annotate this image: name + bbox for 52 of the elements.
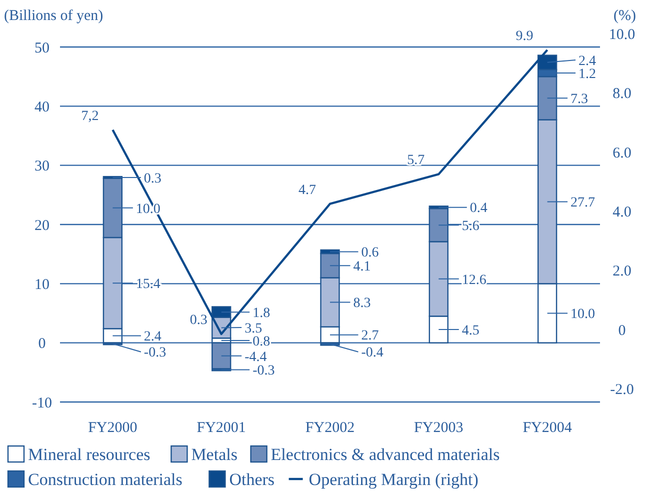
data-label: 5.7	[407, 153, 425, 168]
data-label: 2.4	[578, 54, 596, 69]
y2-tick-label: 2.0	[612, 264, 632, 280]
data-label: -0.3	[252, 364, 275, 379]
data-label: -4.4	[244, 350, 267, 365]
x-tick-label: FY2003	[414, 420, 464, 436]
legend-label: Mineral resources	[28, 444, 150, 464]
y-tick-label: 20	[34, 218, 50, 234]
data-label: 0.3	[144, 171, 162, 186]
bar	[212, 342, 232, 370]
y-tick-label: 30	[34, 158, 50, 175]
x-tick-label: FY2001	[196, 420, 246, 436]
data-label: 0.6	[361, 246, 379, 261]
legend-label: Metals	[191, 444, 238, 464]
data-label: 1.8	[252, 306, 270, 321]
legend-label: Operating Margin (right)	[308, 470, 478, 489]
y-tick-label: 40	[34, 99, 50, 116]
y2-axis-title: (%)	[614, 8, 636, 24]
data-label: -0.4	[361, 346, 384, 361]
y2-tick-label: 8.0	[612, 86, 632, 102]
y-tick-label: 10	[34, 276, 50, 293]
legend-label: Electronics & advanced materials	[270, 444, 500, 464]
data-label: 2.7	[361, 328, 379, 344]
y-axis-title: (Billions of yen)	[4, 8, 104, 24]
data-label: 2.4	[144, 330, 162, 345]
data-label: 3.5	[244, 321, 262, 336]
data-label: 27.7	[570, 196, 596, 211]
y2-tick-label: 10.0	[608, 27, 636, 43]
data-label: 1.2	[578, 66, 596, 82]
legend-label: Construction materials	[28, 470, 182, 489]
y-tick-label: -10	[32, 395, 52, 412]
x-tick-label: FY2004	[522, 420, 572, 436]
data-label: 8.3	[353, 296, 371, 312]
y2-tick-label: 6.0	[612, 145, 632, 162]
y-tick-label: 0	[38, 336, 46, 352]
data-label: 0.3	[190, 312, 208, 328]
data-label: 9.9	[516, 28, 534, 44]
y2-tick-label: 0	[618, 322, 626, 339]
y-tick-label: 50	[34, 40, 50, 56]
data-label: 4.7	[298, 182, 316, 198]
data-label: 4.5	[462, 323, 480, 338]
y2-tick-label: -2.0	[610, 382, 634, 398]
x-tick-label: FY2002	[305, 420, 355, 436]
y2-tick-label: 4.0	[612, 204, 632, 220]
data-label: 4.1	[353, 260, 371, 275]
data-label: 7.3	[570, 92, 588, 108]
legend-label: Others	[229, 470, 275, 489]
x-tick-label: FY2000	[88, 420, 138, 436]
data-label: -0.3	[144, 346, 166, 361]
data-label: 0.4	[470, 201, 488, 216]
data-label: 10.0	[570, 307, 596, 322]
data-label: 7,2	[81, 108, 99, 124]
